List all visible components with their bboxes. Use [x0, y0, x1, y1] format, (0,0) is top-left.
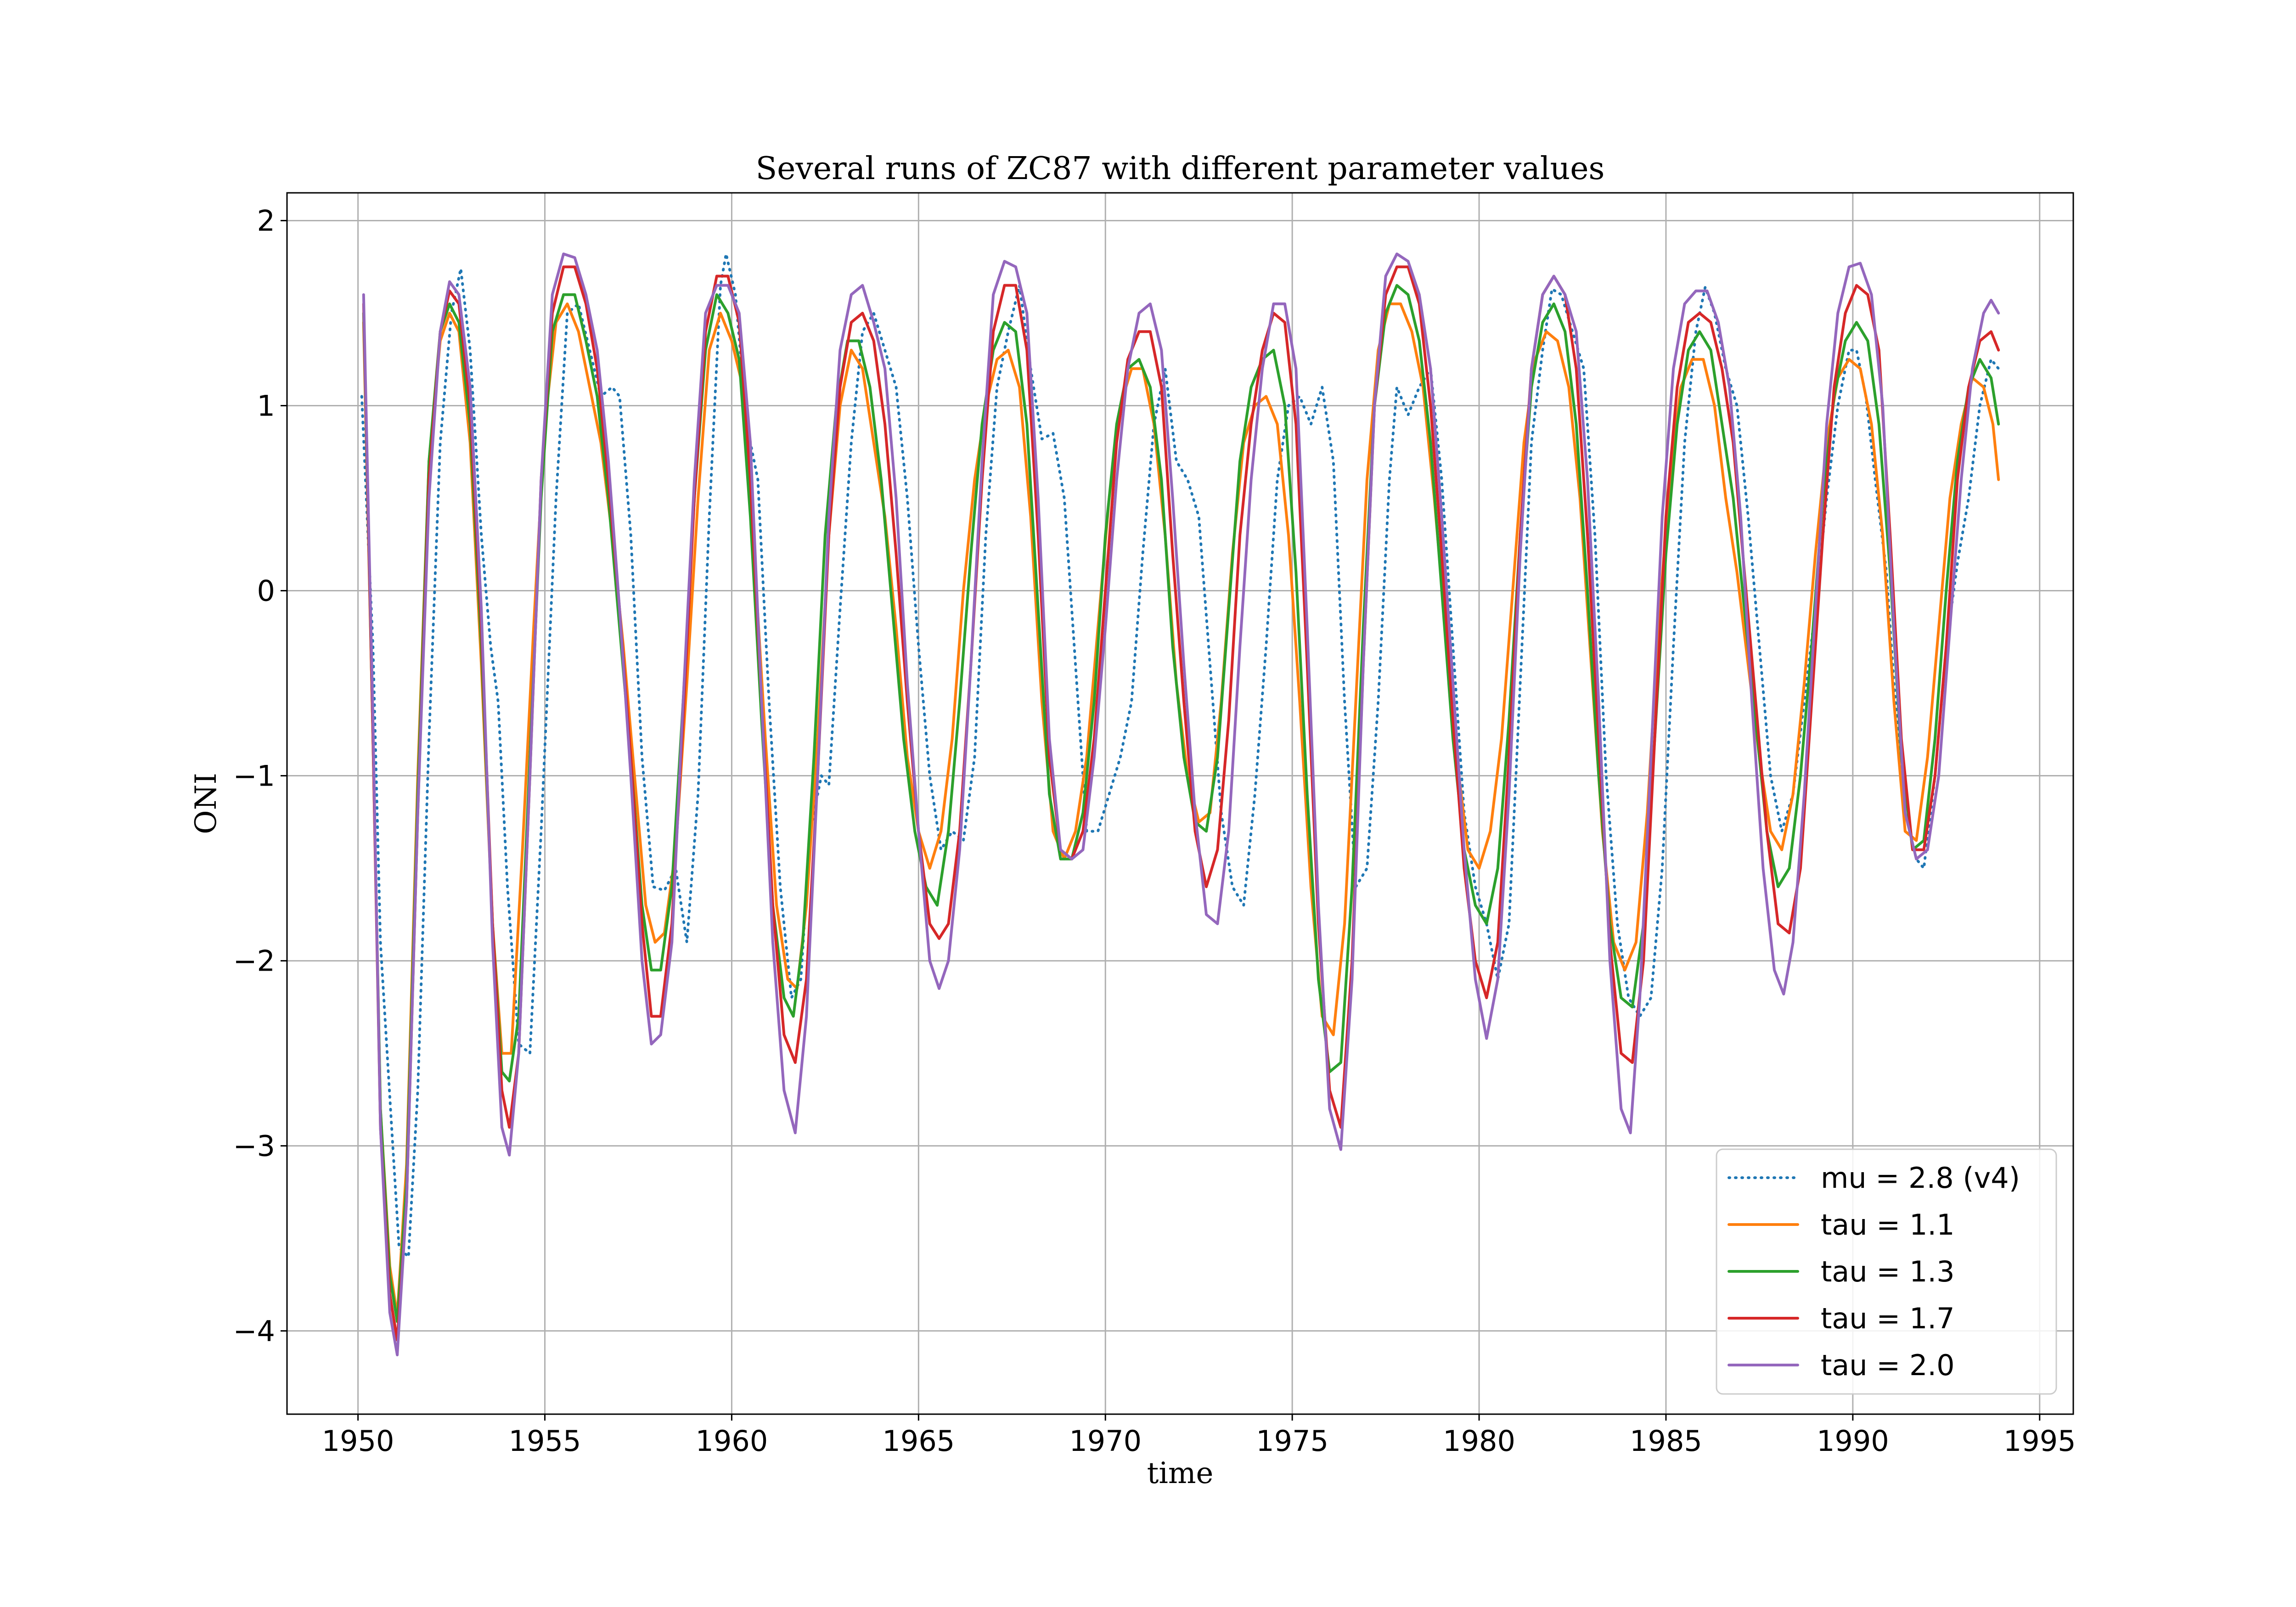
axes-frame	[286, 192, 2074, 1415]
legend-items: mu = 2.8 (v4) tau = 1.1 tau = 1.3 tau = 1.7…	[1728, 1161, 2020, 1382]
legend-label-1: mu = 2.8 (v4)	[1821, 1161, 2020, 1195]
series-line-3	[362, 284, 2000, 1323]
x-tick-label: 1985	[1630, 1424, 1702, 1458]
x-tick-label: 1975	[1256, 1424, 1328, 1458]
chart-title: Several runs of ZC87 with different para…	[756, 151, 1605, 187]
x-tick-label: 1965	[882, 1424, 955, 1458]
y-tick-label: 0	[257, 574, 275, 608]
legend: mu = 2.8 (v4) tau = 1.1 tau = 1.3 tau = 1.7…	[1716, 1148, 2057, 1395]
series-line-5	[362, 253, 2000, 1356]
y-tick-label: −4	[233, 1315, 275, 1348]
legend-label-3: tau = 1.3	[1821, 1255, 1955, 1288]
legend-box	[1716, 1148, 2057, 1395]
x-tick-label: 1970	[1069, 1424, 1142, 1458]
x-tick-label: 1995	[2003, 1424, 2076, 1458]
x-tick-label: 1990	[1817, 1424, 1889, 1458]
legend-label-5: tau = 2.0	[1821, 1349, 1955, 1382]
legend-label-4: tau = 1.7	[1821, 1302, 1955, 1335]
y-axis-label: ONI	[189, 773, 223, 834]
x-tick-label: 1950	[322, 1424, 394, 1458]
y-tick-label: −1	[233, 759, 275, 793]
y-tick-label: 1	[257, 389, 275, 422]
x-tick-label: 1980	[1443, 1424, 1515, 1458]
series-layer	[360, 253, 2000, 1356]
x-axis-label: time	[1147, 1456, 1214, 1490]
y-tick-label: −3	[233, 1129, 275, 1163]
y-tick-label: 2	[257, 204, 275, 237]
series-line-1	[360, 253, 2000, 1259]
ticks: 1950 1955 1960 1965 1970 1975 1980 1985 1990 1995…	[233, 204, 2076, 1458]
x-tick-label: 1955	[509, 1424, 581, 1458]
x-tick-label: 1960	[696, 1424, 768, 1458]
legend-label-2: tau = 1.1	[1821, 1208, 1955, 1242]
y-tick-label: −2	[233, 944, 275, 978]
